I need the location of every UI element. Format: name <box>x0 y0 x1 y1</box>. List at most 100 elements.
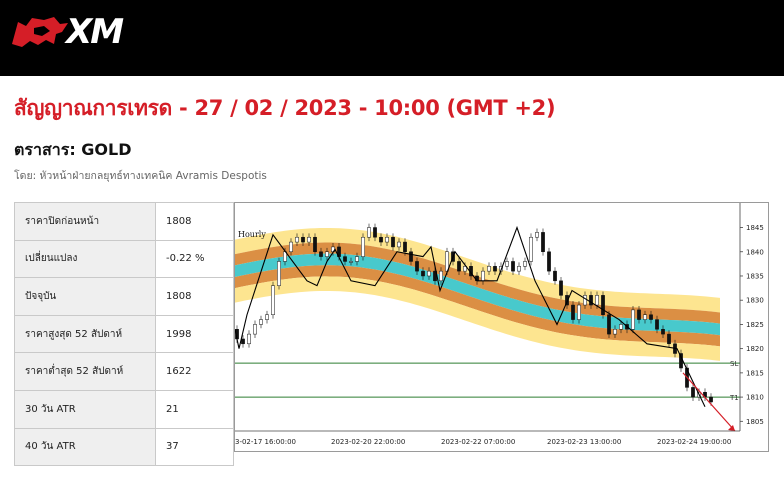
candle-body <box>583 295 587 306</box>
candle-body <box>361 236 365 257</box>
candle-body <box>517 266 521 272</box>
candle-body <box>523 261 527 267</box>
y-tick-label: 1805 <box>746 418 764 426</box>
candle-body <box>307 236 311 243</box>
candle-body <box>571 304 575 320</box>
x-tick-label: 2023-02-20 22:00:00 <box>331 438 405 446</box>
instrument-heading: ตราสาร: GOLD <box>14 140 132 159</box>
candle-body <box>565 295 569 306</box>
level-label-t1: T1 <box>729 394 739 402</box>
candle-body <box>595 295 599 306</box>
xm-logo[interactable]: XM <box>10 14 132 50</box>
stats-value: 1998 <box>155 314 234 354</box>
candle-body <box>439 270 443 282</box>
site-header: XM <box>0 0 784 76</box>
bull-icon <box>12 17 68 47</box>
candle-body <box>385 236 389 243</box>
y-tick-label: 1815 <box>746 369 764 377</box>
stats-row: ปัจจุบัน 1808 <box>14 277 234 316</box>
upper-band-inner <box>235 242 720 324</box>
candle-body <box>409 251 413 262</box>
level-label-sl: SL <box>730 360 738 368</box>
candle-body <box>649 314 653 320</box>
middle-band <box>235 253 720 336</box>
x-tick-label: 2023-02-24 19:00:00 <box>657 438 731 446</box>
candle-body <box>601 295 605 315</box>
y-tick-label: 1810 <box>746 394 764 402</box>
stats-row: 30 วัน ATR 21 <box>14 389 234 429</box>
stats-value: 1622 <box>155 352 234 391</box>
candle-body <box>691 387 695 398</box>
candle-body <box>241 338 245 345</box>
candle-body <box>577 304 581 320</box>
candle-body <box>619 324 623 330</box>
candle-body <box>289 241 293 253</box>
candle-body <box>643 314 647 320</box>
price-chart: SL T1 1805 1810 1815 1820 1825 1830 1835 1840 1845… <box>234 202 769 452</box>
candle-body <box>403 241 407 253</box>
candle-body <box>631 309 635 330</box>
y-tick-label: 1845 <box>746 224 764 232</box>
y-tick-label: 1835 <box>746 272 764 280</box>
logo-text: XM <box>66 12 124 52</box>
stats-row: ราคาต่ำสุด 52 สัปดาห์ 1622 <box>14 352 234 391</box>
candle-body <box>463 266 467 272</box>
candle-body <box>655 319 659 330</box>
stats-label: ปัจจุบัน <box>14 277 156 316</box>
candle-body <box>427 270 431 277</box>
stats-value: 1808 <box>155 277 234 316</box>
candle-body <box>535 232 539 238</box>
stats-label: ราคาต่ำสุด 52 สัปดาห์ <box>14 352 156 391</box>
upper-band-outer <box>235 227 720 313</box>
candle-body <box>481 270 485 282</box>
candle-body <box>505 261 509 267</box>
candle-body <box>613 329 617 335</box>
candle-body <box>421 270 425 277</box>
x-tick-label: 2023-02-23 13:00:00 <box>547 438 621 446</box>
candle-body <box>313 236 317 253</box>
candle-body <box>661 329 665 335</box>
stats-row: ราคาปิดก่อนหน้า 1808 <box>14 202 234 241</box>
author-byline: โดย: หัวหน้าฝ่ายกลยุทธ์ทางเทคนิค Avramis… <box>14 170 267 182</box>
candle-body <box>247 333 251 345</box>
candle-body <box>379 236 383 243</box>
page-title: สัญญาณการเทรด - 27 / 02 / 2023 - 10:00 (… <box>14 96 556 120</box>
candle-body <box>607 314 611 335</box>
stats-row: 40 วัน ATR 37 <box>14 427 234 467</box>
x-tick-label: 3-02-17 16:00:00 <box>235 438 296 446</box>
candle-body <box>553 270 557 282</box>
candle-body <box>397 241 401 248</box>
candle-body <box>559 280 563 296</box>
candle-body <box>253 324 257 335</box>
candle-body <box>487 266 491 272</box>
candle-body <box>391 236 395 248</box>
stats-value: 21 <box>155 389 234 429</box>
stats-label: 40 วัน ATR <box>14 427 156 467</box>
candle-body <box>367 227 371 238</box>
candle-body <box>637 309 641 320</box>
timeframe-label: Hourly <box>238 230 266 239</box>
candle-body <box>589 295 593 306</box>
candle-body <box>355 256 359 262</box>
y-tick-label: 1825 <box>746 321 764 329</box>
candle-body <box>349 261 353 263</box>
candle-body <box>265 314 269 320</box>
candle-body <box>325 251 329 257</box>
candle-body <box>295 236 299 243</box>
candle-body <box>343 256 347 262</box>
candle-body <box>259 319 263 325</box>
stats-label: ราคาสูงสุด 52 สัปดาห์ <box>14 314 156 354</box>
stats-value: -0.22 % <box>155 239 234 279</box>
candle-body <box>415 261 419 272</box>
zigzag-line <box>235 225 706 408</box>
stats-row: ราคาสูงสุด 52 สัปดาห์ 1998 <box>14 314 234 354</box>
stats-value: 37 <box>155 427 234 467</box>
stats-value: 1808 <box>155 202 234 241</box>
candle-body <box>709 396 713 403</box>
stats-label: เปลี่ยนแปลง <box>14 239 156 279</box>
candle-body <box>541 232 545 253</box>
instrument-stats-table: ราคาปิดก่อนหน้า 1808 เปลี่ยนแปลง -0.22 % ปัจ… <box>14 202 234 467</box>
candle-body <box>277 261 281 286</box>
y-tick-label: 1830 <box>746 297 764 305</box>
lower-band-outer <box>235 276 720 361</box>
